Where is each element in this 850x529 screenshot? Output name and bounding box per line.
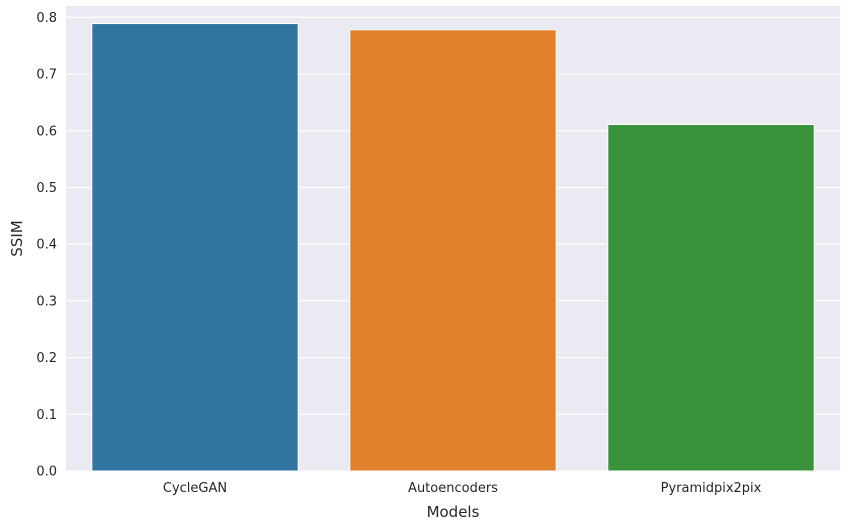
y-tick-label: 0.4	[36, 238, 57, 253]
y-tick-label: 0.8	[36, 11, 57, 26]
y-tick-label: 0.3	[36, 294, 57, 309]
y-tick-label: 0.7	[36, 68, 57, 83]
x-axis-ticks: CycleGAN Autoencoders Pyramidpix2pix	[163, 481, 762, 496]
y-tick-label: 0.1	[36, 408, 57, 423]
y-tick-label: 0.6	[36, 124, 57, 139]
y-axis-ticks: 0.0 0.1 0.2 0.3 0.4 0.5 0.6 0.7 0.8	[36, 11, 57, 480]
y-tick-label: 0.0	[36, 465, 57, 480]
bar-pyramidpix2pix	[607, 124, 815, 472]
bar-autoencoders	[349, 29, 557, 472]
x-tick-label: Autoencoders	[408, 481, 498, 496]
y-tick-label: 0.5	[36, 181, 57, 196]
y-axis-label: SSIM	[8, 220, 26, 256]
x-axis-label: Models	[427, 503, 480, 521]
x-tick-label: Pyramidpix2pix	[661, 481, 762, 496]
y-tick-label: 0.2	[36, 351, 57, 366]
x-tick-label: CycleGAN	[163, 481, 227, 496]
bar-cyclegan	[91, 23, 299, 472]
bars	[91, 23, 815, 472]
